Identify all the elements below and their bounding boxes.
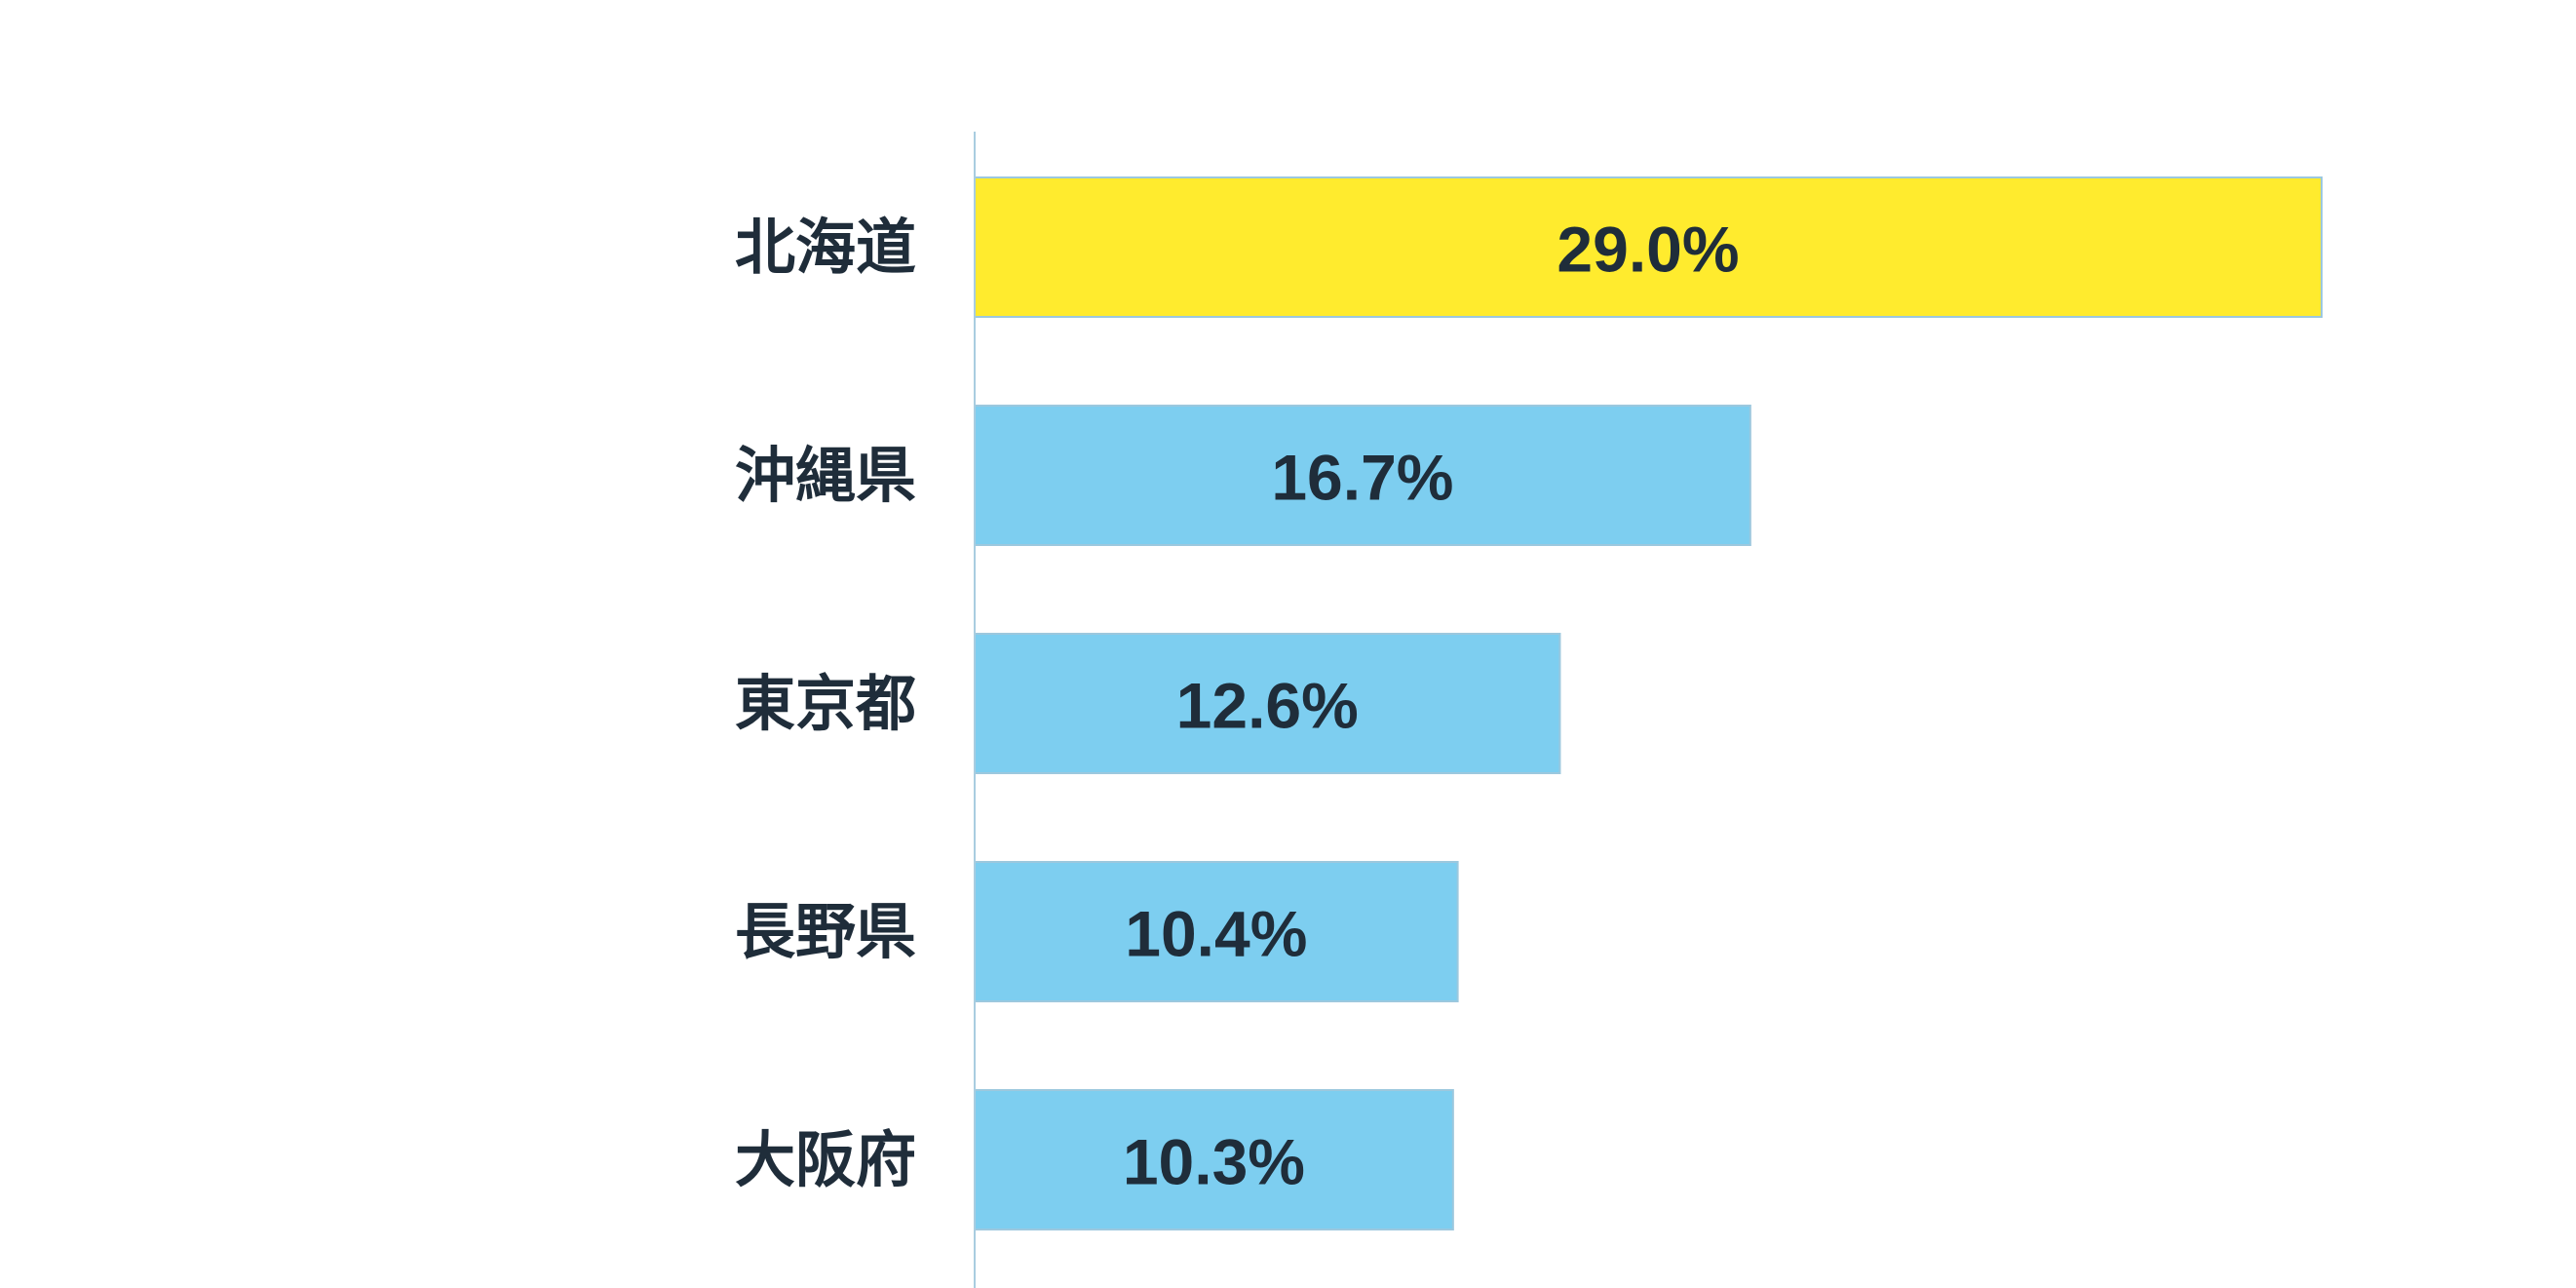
category-label-3: 東京都 [735,668,916,739]
value-label-3: 12.6% [1176,670,1359,742]
category-label-5: 大阪府 [735,1124,916,1195]
value-labels-group: 29.0% 16.7% 12.6% 10.4% 10.3% [1123,214,1740,1198]
bar-4 [974,861,1459,1002]
category-label-4: 長野県 [735,896,916,967]
bars-group [974,176,2323,1230]
category-label-2: 沖縄県 [735,440,916,511]
value-label-5: 10.3% [1123,1126,1305,1198]
value-label-4: 10.4% [1125,898,1307,970]
bar-2 [974,405,1751,546]
value-label-2: 16.7% [1271,442,1453,514]
value-label-1: 29.0% [1557,214,1739,286]
category-label-1: 北海道 [735,212,916,283]
bar-3 [974,633,1561,774]
bar-1 [974,176,2323,318]
bar-5 [974,1089,1454,1230]
